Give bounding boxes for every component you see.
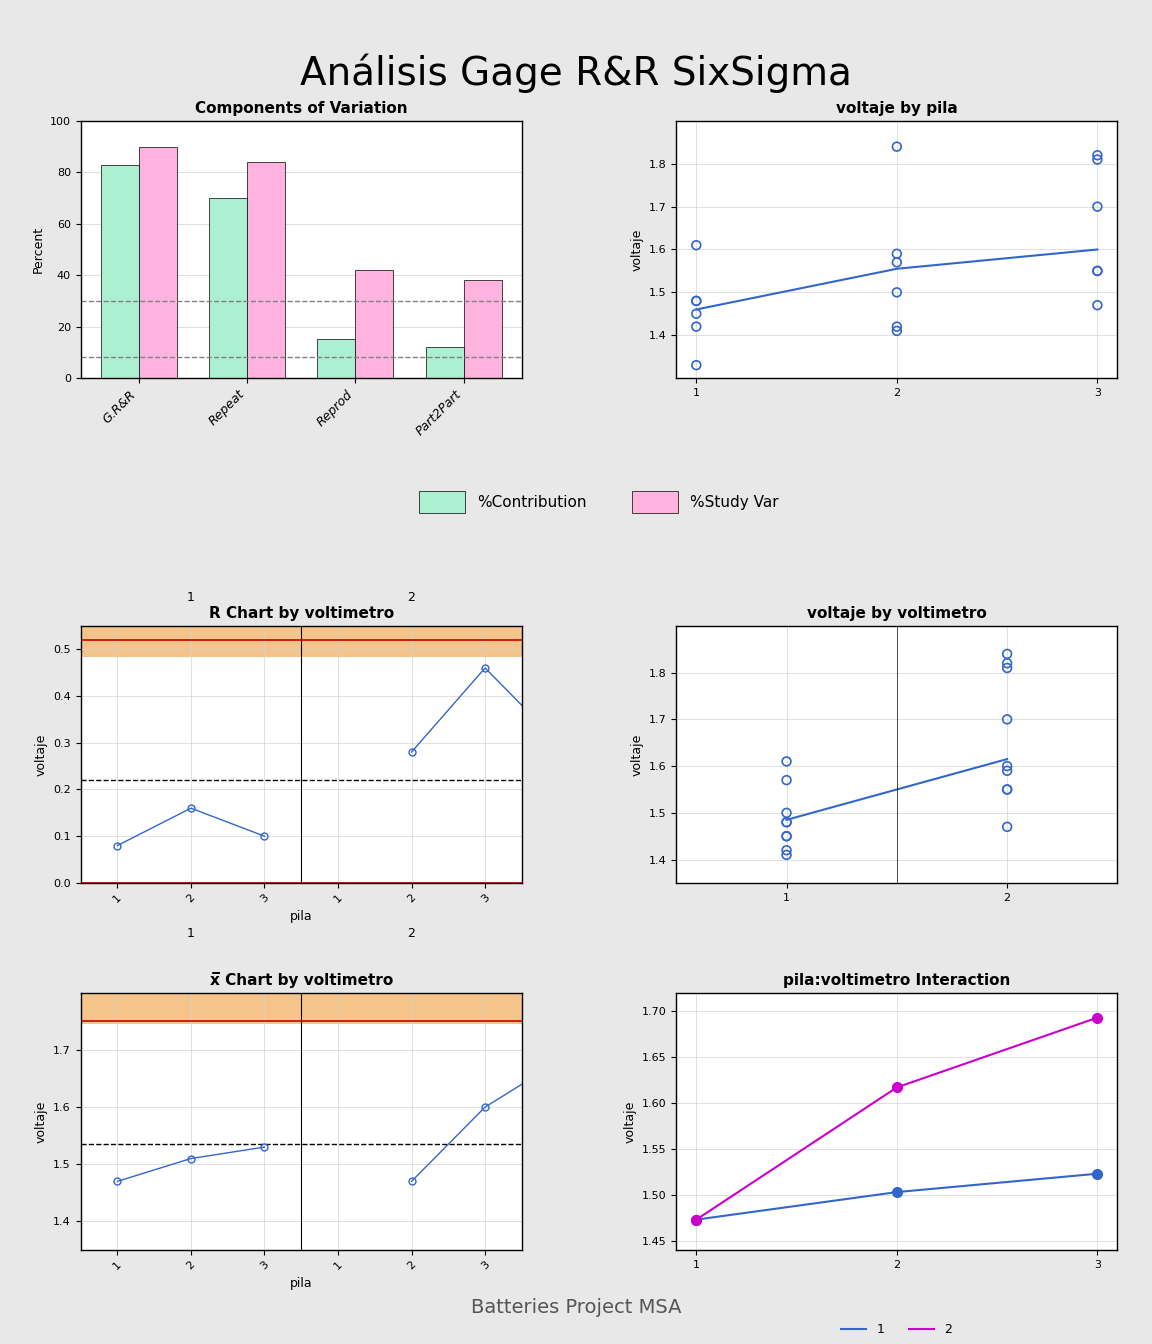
Y-axis label: voltaje: voltaje (630, 734, 643, 775)
Y-axis label: voltaje: voltaje (623, 1101, 636, 1142)
Point (998, 653, 1016, 675)
Point (687, 302, 705, 324)
Point (778, 802, 796, 824)
Bar (81, 993, 301, 1024)
Point (998, 816, 1016, 837)
Y-axis label: Percent: Percent (31, 226, 45, 273)
Legend: %Contribution, %Study Var: %Contribution, %Study Var (412, 485, 786, 519)
Bar (138, 146, 176, 378)
Title: R Chart by voltimetro: R Chart by voltimetro (209, 606, 394, 621)
Point (687, 355, 705, 376)
Point (778, 812, 796, 833)
Title: Components of Variation: Components of Variation (195, 101, 408, 116)
Point (888, 136, 907, 157)
Point (778, 840, 796, 862)
Point (998, 755, 1016, 777)
Point (687, 290, 705, 312)
Text: 2: 2 (408, 927, 416, 941)
Bar (426, 347, 464, 378)
Bar (301, 993, 522, 1024)
Y-axis label: voltaje: voltaje (35, 1101, 47, 1142)
Point (998, 708, 1016, 730)
Point (1089, 261, 1107, 282)
Point (1089, 261, 1107, 282)
Point (998, 759, 1016, 781)
Point (778, 812, 796, 833)
Point (888, 251, 907, 273)
Text: 1: 1 (187, 927, 195, 941)
Text: 2: 2 (408, 590, 416, 603)
Y-axis label: voltaje: voltaje (630, 228, 643, 270)
Point (687, 290, 705, 312)
X-axis label: pila: pila (290, 1277, 312, 1290)
Point (778, 751, 796, 773)
Point (778, 769, 796, 790)
Text: 1: 1 (187, 590, 195, 603)
Title: voltaje by voltimetro: voltaje by voltimetro (806, 606, 987, 621)
Y-axis label: voltaje: voltaje (35, 734, 47, 775)
Bar (301, 626, 522, 657)
Point (778, 825, 796, 847)
Point (998, 644, 1016, 665)
Title: voltaje by pila: voltaje by pila (836, 101, 957, 116)
Point (888, 243, 907, 265)
Text: Análisis Gage R&R SixSigma: Análisis Gage R&R SixSigma (300, 54, 852, 93)
Point (888, 316, 907, 337)
Point (778, 825, 796, 847)
Bar (318, 340, 356, 378)
Point (1089, 149, 1107, 171)
Point (778, 844, 796, 866)
Bar (100, 165, 138, 378)
Point (998, 778, 1016, 800)
Bar (247, 163, 285, 378)
Legend: 1, 2: 1, 2 (836, 1318, 957, 1341)
Point (1089, 145, 1107, 167)
Point (998, 657, 1016, 679)
Bar (464, 281, 502, 378)
Text: Batteries Project MSA: Batteries Project MSA (471, 1298, 681, 1317)
Point (998, 778, 1016, 800)
Point (687, 234, 705, 255)
Point (888, 320, 907, 341)
Title: pila:voltimetro Interaction: pila:voltimetro Interaction (783, 973, 1010, 988)
Bar (356, 270, 393, 378)
Bar (210, 198, 247, 378)
Bar (81, 626, 301, 657)
Point (1089, 294, 1107, 316)
X-axis label: pila: pila (290, 910, 312, 923)
Point (1089, 196, 1107, 218)
Point (687, 316, 705, 337)
Point (888, 282, 907, 304)
Title: x̅ Chart by voltimetro: x̅ Chart by voltimetro (210, 972, 393, 988)
